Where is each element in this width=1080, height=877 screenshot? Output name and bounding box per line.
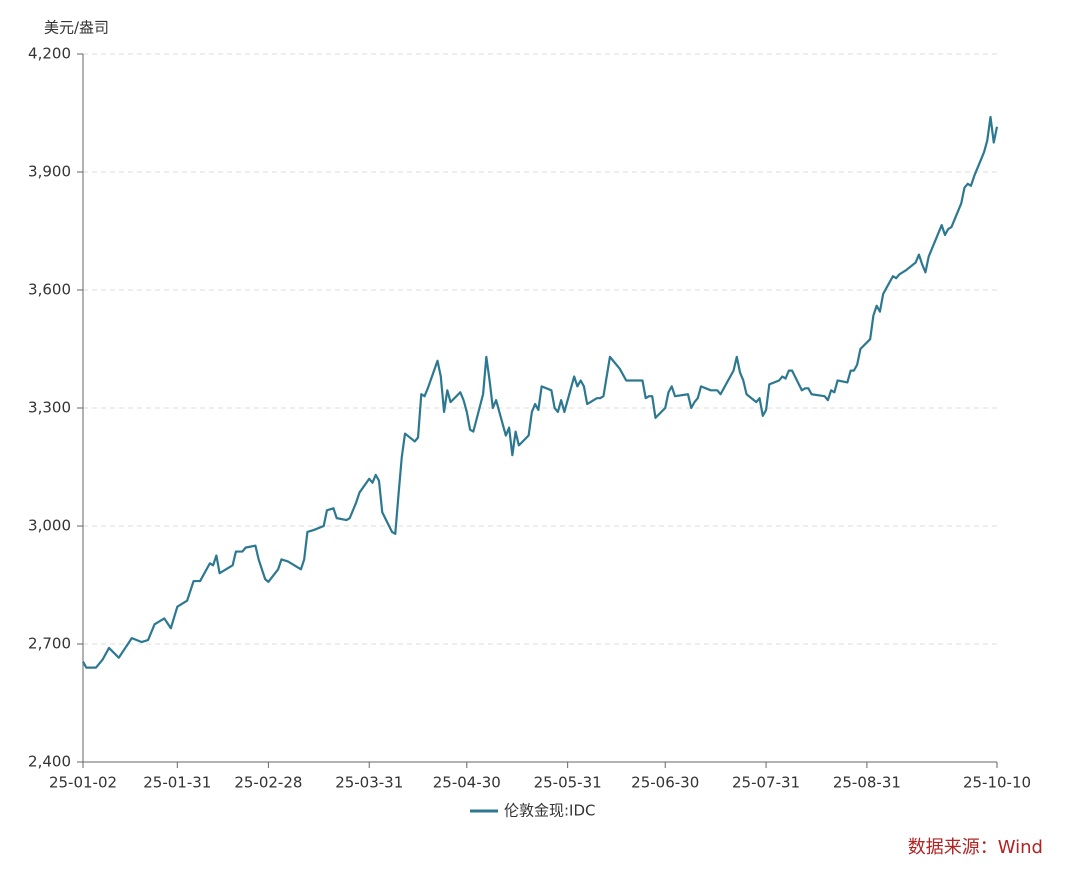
y-axis-label: 美元/盎司 xyxy=(44,19,109,37)
x-tick-label: 25-10-10 xyxy=(963,774,1031,792)
y-tick-label: 2,400 xyxy=(28,753,71,771)
x-tick-label: 25-05-31 xyxy=(534,774,602,792)
x-tick-label: 25-03-31 xyxy=(335,774,403,792)
x-tick-label: 25-07-31 xyxy=(732,774,800,792)
y-tick-label: 3,600 xyxy=(28,281,71,299)
y-tick-label: 3,000 xyxy=(28,517,71,535)
y-tick-label: 2,700 xyxy=(28,635,71,653)
legend-label: 伦敦金现:IDC xyxy=(504,802,596,820)
x-tick-label: 25-01-31 xyxy=(143,774,211,792)
line-series xyxy=(82,115,999,669)
y-tick-label: 3,300 xyxy=(28,399,71,417)
x-tick-label: 25-08-31 xyxy=(833,774,901,792)
x-tick-label: 25-06-30 xyxy=(631,774,699,792)
x-tick-label: 25-01-02 xyxy=(49,774,117,792)
x-tick-label: 25-02-28 xyxy=(234,774,302,792)
y-tick-label: 3,900 xyxy=(28,163,71,181)
y-tick-label: 4,200 xyxy=(28,45,71,63)
source-note: 数据来源：Wind xyxy=(908,837,1043,858)
x-tick-label: 25-04-30 xyxy=(433,774,501,792)
